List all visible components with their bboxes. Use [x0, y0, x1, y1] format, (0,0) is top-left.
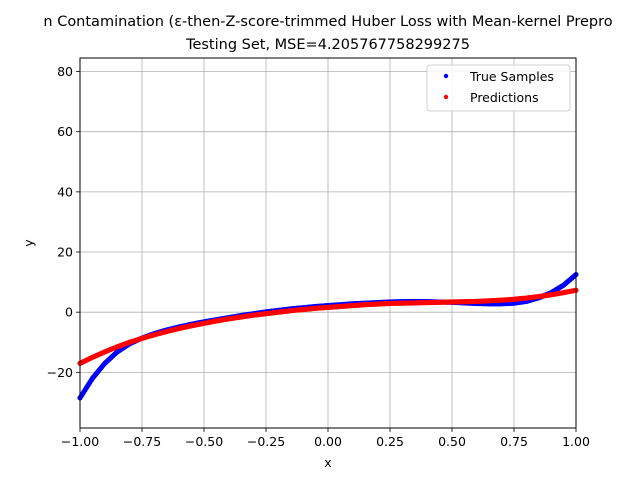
legend-label-predictions: Predictions — [470, 90, 539, 105]
x-tick-label: 0.50 — [438, 434, 466, 449]
x-tick-label: −0.50 — [185, 434, 223, 449]
x-axis-label: x — [324, 455, 331, 470]
x-tick-label: 1.00 — [562, 434, 590, 449]
legend: True Samples Predictions — [426, 64, 571, 112]
y-axis: −20 0 20 40 60 80 — [47, 64, 80, 380]
legend-marker-predictions — [443, 94, 449, 100]
legend-box — [426, 64, 571, 112]
x-tick-label: 0.75 — [500, 434, 528, 449]
legend-marker-true-samples — [443, 73, 449, 79]
y-tick-label: 80 — [57, 64, 73, 79]
chart-title-line2: Testing Set, MSE=4.205767758299275 — [185, 37, 470, 53]
y-tick-label: 60 — [57, 124, 73, 139]
y-tick-label: 20 — [57, 245, 73, 260]
y-tick-label: −20 — [47, 365, 73, 380]
series-1 — [77, 287, 579, 366]
y-tick-label: 40 — [57, 184, 73, 199]
x-tick-label: 0.25 — [376, 434, 404, 449]
series-layer — [77, 271, 579, 401]
x-tick-label: −1.00 — [61, 434, 99, 449]
x-tick-label: −0.75 — [123, 434, 161, 449]
x-axis: −1.00 −0.75 −0.50 −0.25 0.00 0.25 0.50 0.75 1.00 — [61, 428, 590, 449]
y-axis-label: y — [21, 239, 36, 247]
y-tick-label: 0 — [65, 305, 73, 320]
chart-title-line1: n Contamination (ε-then-Z-score-trimmed … — [43, 14, 612, 30]
x-tick-label: 0.00 — [314, 434, 342, 449]
legend-label-true-samples: True Samples — [469, 69, 554, 84]
x-tick-label: −0.25 — [247, 434, 285, 449]
